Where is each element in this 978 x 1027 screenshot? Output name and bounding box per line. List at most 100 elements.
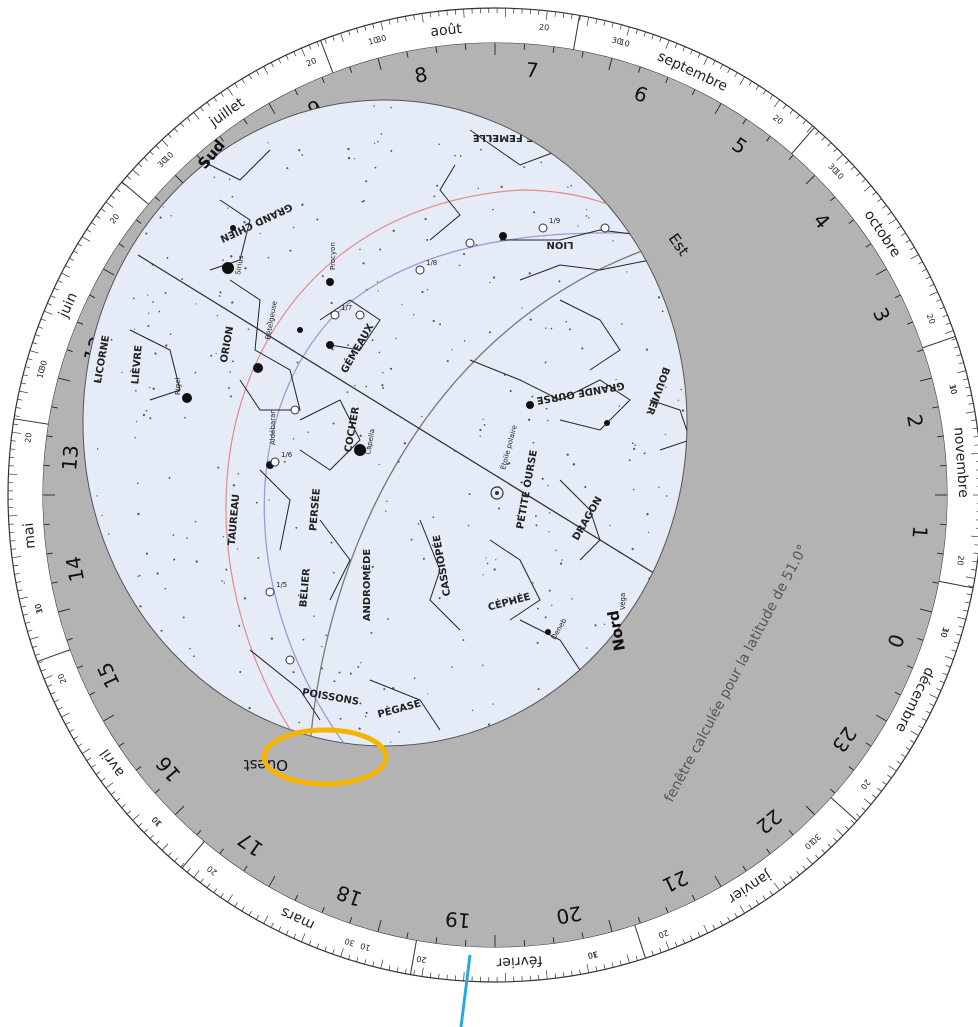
hour-tick	[175, 805, 185, 815]
faint-star	[544, 361, 547, 364]
day-tick	[193, 870, 200, 878]
faint-star	[90, 217, 92, 220]
day-tick	[806, 125, 813, 133]
faint-star	[137, 482, 139, 484]
hour-tick	[268, 103, 276, 115]
faint-star	[129, 143, 132, 146]
day-tick	[220, 893, 224, 898]
day-tick	[17, 589, 23, 592]
bright-star	[526, 401, 534, 409]
day-tick	[12, 431, 22, 434]
faint-star	[581, 347, 584, 350]
hour-label: 14	[61, 554, 89, 583]
day-tick	[132, 169, 140, 176]
hour-label: 1	[907, 525, 932, 540]
day-tick	[32, 342, 38, 345]
faint-star	[121, 371, 123, 374]
day-tick	[951, 338, 957, 341]
faint-star	[321, 645, 323, 648]
constellation-figure	[249, 649, 321, 721]
hour-tick	[714, 103, 722, 115]
faint-star	[520, 481, 523, 484]
day-tick	[138, 822, 143, 827]
faint-star	[410, 538, 413, 541]
hour-label: 8	[413, 62, 430, 88]
faint-star	[454, 154, 456, 157]
day-tick	[143, 828, 148, 833]
faint-star	[426, 289, 429, 291]
faint-star	[166, 257, 169, 259]
day-number: 10	[947, 383, 958, 395]
day-tick	[682, 46, 686, 52]
constellation-figure	[199, 149, 271, 181]
month-boundary	[320, 40, 334, 74]
horizon-arc	[309, 241, 669, 746]
constellation-figure	[259, 469, 291, 551]
day-tick	[17, 398, 23, 401]
day-tick	[929, 703, 935, 707]
day-tick	[324, 946, 327, 952]
ecliptic-marker	[355, 310, 365, 320]
hour-tick	[136, 766, 142, 771]
constellation-figure	[489, 539, 541, 621]
faint-star	[354, 157, 356, 160]
faint-star	[169, 333, 172, 335]
day-tick	[54, 699, 59, 703]
hour-tick	[917, 349, 924, 353]
faint-star	[125, 170, 128, 172]
day-tick	[925, 710, 931, 714]
day-tick	[909, 739, 915, 744]
day-tick	[65, 265, 71, 269]
faint-star	[577, 225, 579, 227]
day-tick	[971, 419, 977, 421]
faint-star	[681, 409, 685, 412]
day-tick	[270, 62, 274, 68]
faint-star	[572, 463, 576, 466]
bright-star	[253, 363, 263, 373]
day-tick	[872, 191, 877, 196]
day-tick	[939, 306, 945, 310]
faint-star	[168, 476, 171, 479]
faint-star	[421, 290, 424, 294]
faint-star	[665, 495, 668, 497]
faint-star	[677, 399, 680, 401]
day-tick	[910, 730, 919, 736]
day-number: 10	[618, 37, 630, 48]
faint-star	[658, 486, 660, 488]
day-tick	[571, 970, 573, 976]
day-tick	[962, 609, 969, 612]
faint-star	[421, 416, 423, 418]
faint-star	[534, 515, 537, 518]
day-number: 20	[539, 23, 550, 33]
bright-star	[182, 393, 192, 403]
faint-star	[559, 562, 563, 565]
faint-star	[492, 208, 494, 211]
day-tick	[844, 160, 850, 165]
day-tick	[882, 781, 887, 785]
faint-star	[492, 276, 496, 279]
day-tick	[256, 70, 260, 76]
day-tick	[968, 402, 974, 405]
faint-star	[231, 195, 234, 198]
faint-star	[493, 568, 496, 571]
day-tick	[429, 972, 432, 978]
hour-tick	[118, 742, 125, 747]
faint-star	[383, 688, 386, 691]
faint-star	[567, 186, 569, 188]
hour-tick	[894, 691, 901, 696]
faint-star	[370, 631, 373, 634]
faint-star	[248, 706, 251, 710]
faint-star	[244, 267, 247, 270]
day-tick	[285, 930, 289, 936]
faint-star	[347, 156, 351, 160]
faint-star	[259, 232, 261, 235]
day-tick	[783, 881, 787, 886]
constellation-figure	[229, 279, 301, 411]
faint-star	[485, 557, 487, 559]
faint-star	[110, 338, 113, 341]
faint-star	[413, 677, 416, 680]
day-tick	[43, 675, 53, 680]
faint-star	[360, 662, 362, 664]
faint-star	[362, 262, 365, 265]
hour-tick	[406, 932, 409, 939]
